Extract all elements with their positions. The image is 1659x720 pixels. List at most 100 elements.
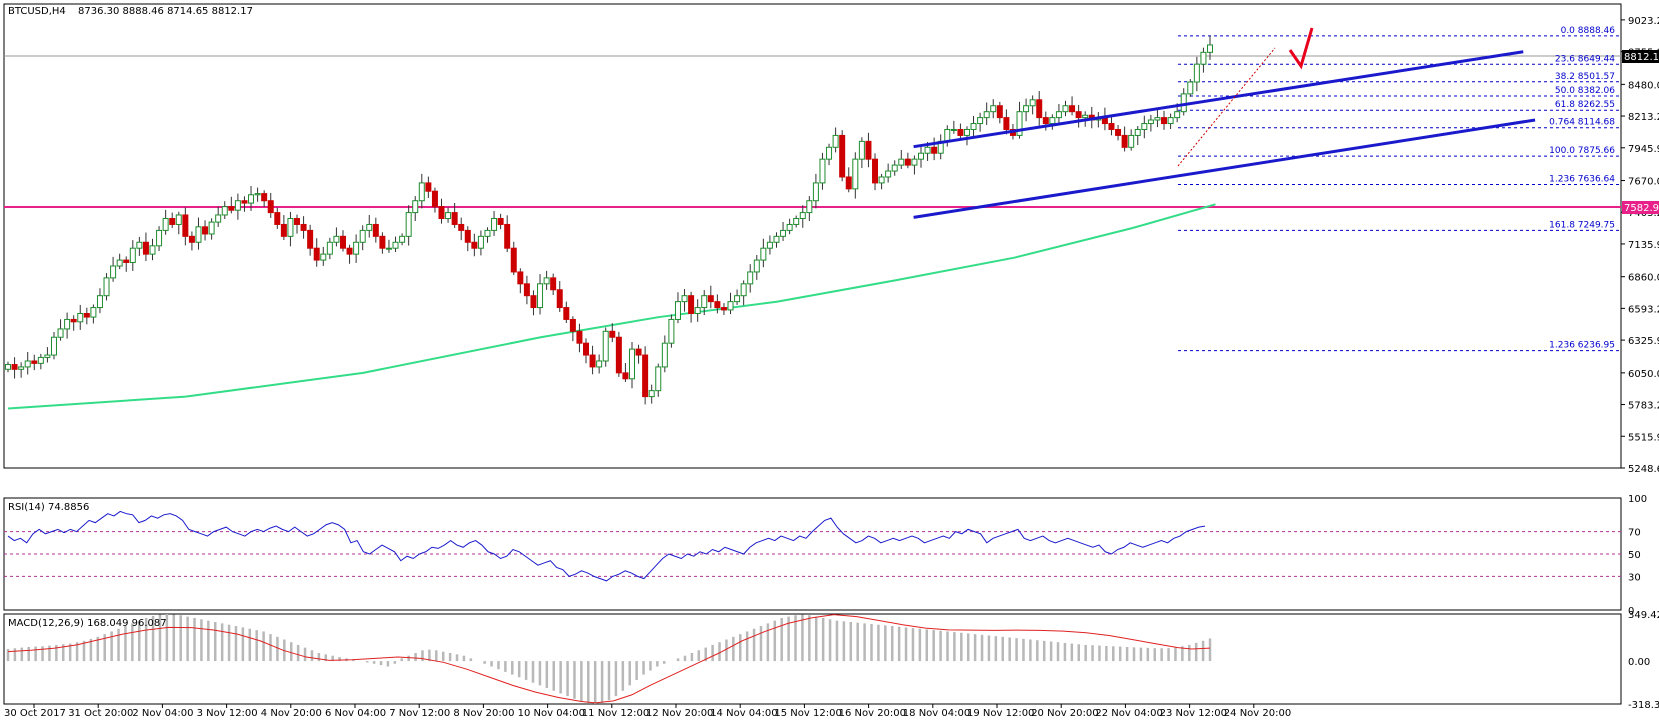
price-panel-frame bbox=[3, 3, 1622, 469]
candle-body bbox=[333, 235, 340, 243]
candle-body bbox=[64, 318, 71, 330]
candle-body bbox=[642, 354, 649, 398]
macd-tick-label: 349.426 bbox=[1628, 610, 1659, 621]
candle-body bbox=[103, 277, 110, 297]
candle-body bbox=[405, 212, 412, 237]
candle-body bbox=[274, 212, 281, 225]
candle-body bbox=[681, 295, 688, 303]
candle-body bbox=[970, 123, 977, 130]
rsi-panel: RSI(14) 74.8856 100 70 50 30 0 bbox=[3, 494, 1647, 617]
candle-body bbox=[950, 128, 957, 131]
price-tick-label: 6325.90 bbox=[1628, 336, 1659, 347]
candle-body bbox=[471, 241, 478, 249]
candle-body bbox=[77, 312, 84, 323]
candle-body bbox=[129, 247, 136, 263]
macd-tick-label: 0.00 bbox=[1628, 657, 1650, 668]
rsi-axis: 100 70 50 30 0 bbox=[1628, 494, 1647, 617]
candle-body bbox=[543, 277, 550, 285]
rsi-label: RSI(14) 74.8856 bbox=[8, 502, 89, 513]
candle-body bbox=[458, 223, 465, 231]
candle-body bbox=[826, 146, 833, 160]
candle-body bbox=[839, 134, 846, 178]
candle-body bbox=[477, 235, 484, 249]
candle-body bbox=[1029, 99, 1036, 107]
candle-body bbox=[668, 318, 675, 344]
time-tick-label: 12 Nov 20:00 bbox=[646, 708, 713, 719]
candle-body bbox=[451, 212, 458, 225]
candle-body bbox=[589, 354, 596, 368]
candle-body bbox=[123, 259, 130, 263]
candle-body bbox=[182, 214, 189, 237]
candle-body bbox=[648, 390, 655, 398]
time-tick-label: 10 Nov 04:00 bbox=[518, 708, 585, 719]
lower-channel-line bbox=[913, 118, 1536, 219]
candle-body bbox=[576, 330, 583, 344]
candle-body bbox=[399, 235, 406, 243]
candle-body bbox=[1167, 117, 1174, 125]
candle-body bbox=[609, 330, 616, 338]
candle-body bbox=[898, 158, 905, 166]
fib-level-label: 1.236 7636.64 bbox=[1549, 174, 1615, 184]
candle-body bbox=[990, 105, 997, 113]
candle-body bbox=[983, 111, 990, 119]
candle-body bbox=[872, 158, 879, 184]
rsi-panel-frame bbox=[3, 497, 1622, 611]
candle-body bbox=[780, 229, 787, 237]
price-tick-label: 6593.20 bbox=[1628, 304, 1659, 315]
candle-body bbox=[267, 200, 274, 214]
candle-body bbox=[806, 200, 813, 214]
candle-body bbox=[517, 271, 524, 285]
fib-level-label: 61.8 8262.55 bbox=[1555, 100, 1615, 110]
macd-axis: 349.426 0.00 -318.394 bbox=[1628, 610, 1659, 711]
candle-body bbox=[188, 235, 195, 243]
time-tick-label: 4 Nov 20:00 bbox=[261, 708, 322, 719]
candle-body bbox=[156, 229, 163, 247]
candle-body bbox=[294, 218, 301, 225]
candle-body bbox=[1154, 117, 1161, 121]
candle-body bbox=[1082, 114, 1089, 119]
rsi-tick-label: 0 bbox=[1628, 606, 1634, 617]
candle-body bbox=[523, 283, 530, 297]
candle-body bbox=[353, 241, 360, 255]
price-tick-label: 7135.90 bbox=[1628, 240, 1659, 251]
candle-body bbox=[1187, 81, 1194, 95]
time-tick-label: 3 Nov 12:00 bbox=[197, 708, 258, 719]
candle-body bbox=[18, 366, 25, 370]
candle-body bbox=[326, 241, 333, 255]
price-tick-label: 8480.00 bbox=[1628, 80, 1659, 91]
time-tick-label: 16 Nov 20:00 bbox=[839, 708, 906, 719]
candle-body bbox=[385, 247, 392, 250]
candle-body bbox=[931, 146, 938, 154]
candle-body bbox=[891, 164, 898, 172]
candle-body bbox=[1036, 99, 1043, 119]
candle-body bbox=[635, 348, 642, 356]
candle-body bbox=[491, 218, 498, 231]
time-tick-label: 19 Nov 12:00 bbox=[967, 708, 1034, 719]
candle-body bbox=[1069, 105, 1076, 113]
last-price-label: 8812.17 bbox=[1624, 52, 1659, 63]
candle-body bbox=[661, 342, 668, 368]
time-tick-label: 30 Oct 2017 bbox=[4, 708, 66, 719]
fib-level-label: 100.0 7875.66 bbox=[1549, 146, 1615, 156]
fib-level-label: 50.0 8382.06 bbox=[1555, 86, 1615, 96]
macd-tick-label: -318.394 bbox=[1628, 700, 1659, 711]
macd-histogram bbox=[6, 614, 1212, 704]
candle-body bbox=[261, 193, 268, 202]
candle-body bbox=[162, 218, 169, 231]
candle-body bbox=[556, 289, 563, 309]
candle-body bbox=[720, 307, 727, 311]
candle-body bbox=[228, 206, 235, 211]
candle-body bbox=[359, 229, 366, 243]
candle-body bbox=[313, 247, 320, 261]
candle-body bbox=[11, 364, 18, 370]
candle-body bbox=[786, 223, 793, 231]
price-tick-label: 6860.00 bbox=[1628, 273, 1659, 284]
fib-level-label: 0.0 8888.46 bbox=[1561, 26, 1616, 36]
price-tick-label: 8213.20 bbox=[1628, 112, 1659, 123]
chart-title: BTCUSD,H4 bbox=[8, 6, 66, 17]
candle-body bbox=[1055, 111, 1062, 119]
candle-body bbox=[1115, 128, 1122, 136]
candle-body bbox=[1042, 117, 1049, 125]
candle-body bbox=[885, 170, 892, 178]
price-tick-label: 7945.90 bbox=[1628, 144, 1659, 155]
